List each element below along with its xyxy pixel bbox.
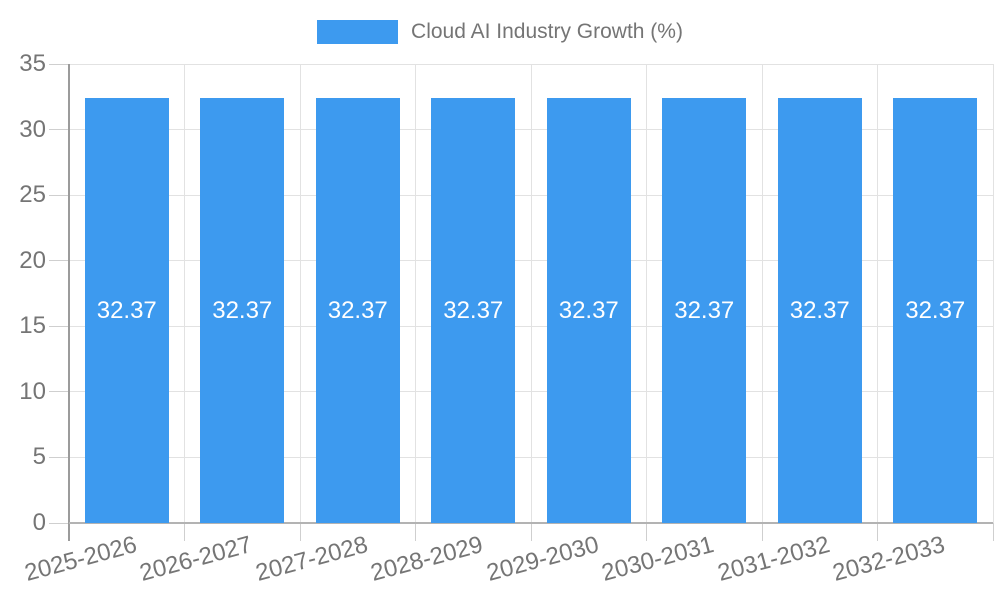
y-axis-tick-mark bbox=[49, 63, 69, 65]
gridline-vertical bbox=[761, 64, 763, 523]
bar-value-label: 32.37 bbox=[212, 296, 273, 324]
x-axis-tick-mark bbox=[415, 523, 416, 541]
y-axis-tick-mark bbox=[49, 456, 69, 458]
legend-swatch-icon bbox=[317, 20, 399, 44]
y-axis-tick-label: 15 bbox=[19, 312, 46, 340]
bar[interactable]: 32.37 bbox=[200, 98, 285, 523]
gridline-vertical bbox=[992, 64, 994, 523]
x-axis-tick-mark bbox=[992, 523, 994, 541]
bar-value-label: 32.37 bbox=[674, 296, 735, 324]
y-axis-tick-mark bbox=[49, 194, 69, 196]
y-axis-tick-label: 10 bbox=[19, 377, 46, 405]
y-axis-tick-label: 30 bbox=[19, 115, 46, 143]
y-axis-tick-mark bbox=[49, 325, 69, 327]
bar-value-label: 32.37 bbox=[558, 296, 619, 324]
bar[interactable]: 32.37 bbox=[546, 98, 631, 523]
x-axis-line bbox=[69, 522, 993, 524]
gridline-vertical bbox=[877, 64, 878, 523]
chart-legend: Cloud AI Industry Growth (%) bbox=[0, 20, 1000, 44]
y-axis-tick-mark bbox=[49, 260, 69, 262]
x-axis-tick-mark bbox=[646, 523, 647, 541]
bar[interactable]: 32.37 bbox=[777, 98, 862, 523]
gridline-vertical bbox=[646, 64, 647, 523]
bar[interactable]: 32.37 bbox=[893, 98, 978, 523]
gridline-vertical bbox=[415, 64, 416, 523]
bar-value-label: 32.37 bbox=[327, 296, 388, 324]
y-axis-tick-label: 25 bbox=[19, 181, 46, 209]
y-axis-line bbox=[68, 64, 70, 541]
gridline-vertical bbox=[299, 64, 301, 523]
legend-item[interactable]: Cloud AI Industry Growth (%) bbox=[317, 20, 683, 44]
legend-label: Cloud AI Industry Growth (%) bbox=[411, 20, 683, 43]
bar[interactable]: 32.37 bbox=[315, 98, 400, 523]
x-axis-tick-mark bbox=[761, 523, 763, 541]
y-axis-tick-mark bbox=[49, 391, 69, 393]
x-axis-tick-mark bbox=[877, 523, 878, 541]
gridline-vertical bbox=[184, 64, 185, 523]
bar-value-label: 32.37 bbox=[96, 296, 157, 324]
bar-value-label: 32.37 bbox=[789, 296, 850, 324]
bar-value-label: 32.37 bbox=[443, 296, 504, 324]
y-axis-tick-label: 5 bbox=[32, 443, 46, 471]
bar[interactable]: 32.37 bbox=[431, 98, 516, 523]
bar[interactable]: 32.37 bbox=[662, 98, 747, 523]
y-axis-tick-label: 35 bbox=[19, 50, 46, 77]
x-axis-tick-mark bbox=[184, 523, 185, 541]
y-axis-tick-mark bbox=[49, 129, 69, 131]
bar-value-label: 32.37 bbox=[905, 296, 966, 324]
y-axis-tick-label: 20 bbox=[19, 246, 46, 274]
y-axis-tick-mark bbox=[49, 522, 69, 524]
gridline-vertical bbox=[530, 64, 532, 523]
x-axis-tick-mark bbox=[299, 523, 301, 541]
bar[interactable]: 32.37 bbox=[84, 98, 169, 523]
x-axis-tick-mark bbox=[530, 523, 532, 541]
y-axis-tick-label: 0 bbox=[32, 509, 46, 536]
